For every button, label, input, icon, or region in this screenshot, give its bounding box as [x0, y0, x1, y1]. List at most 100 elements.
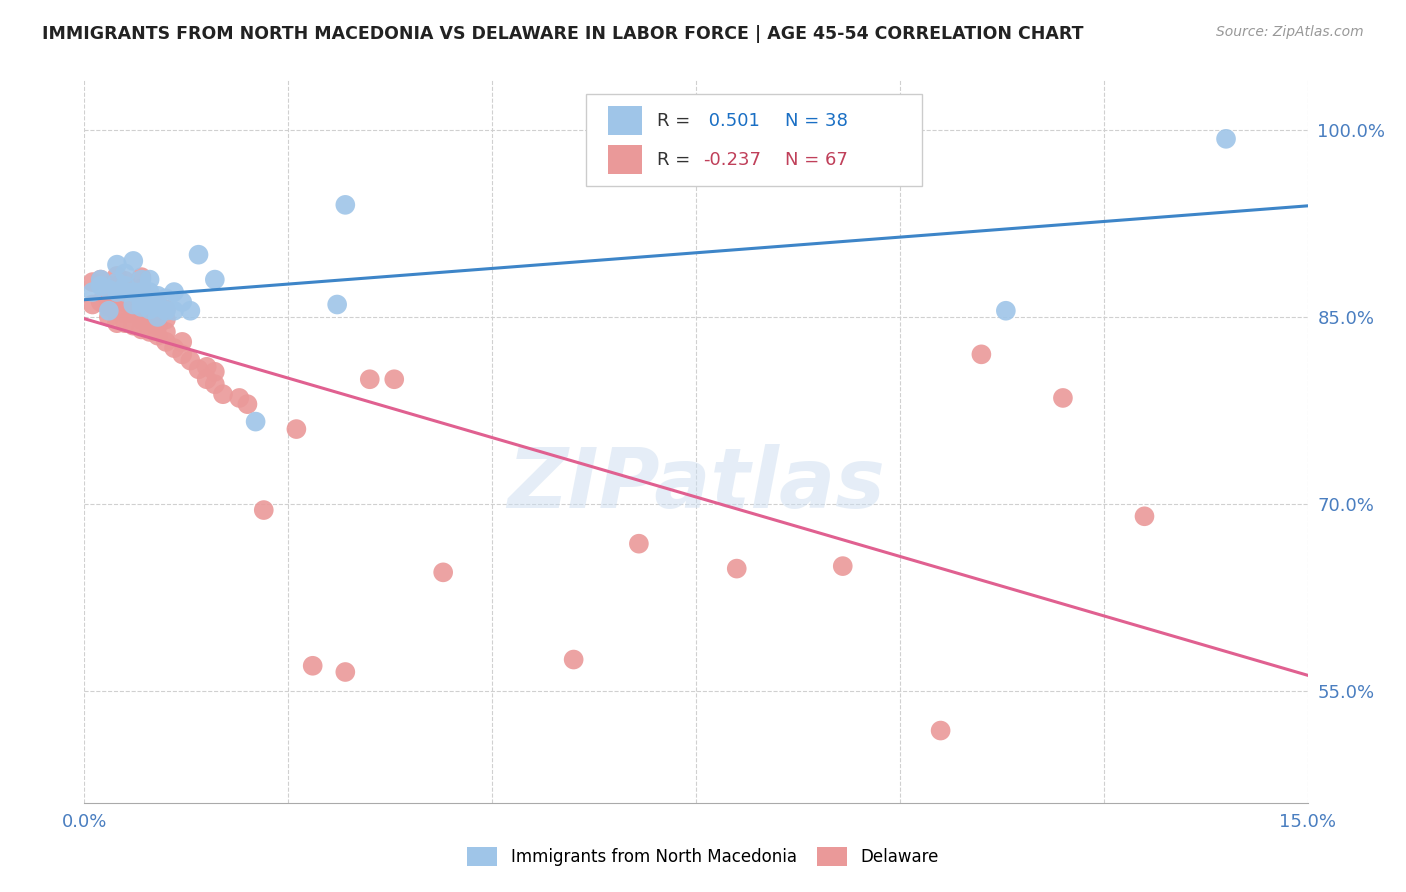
Point — [163, 285, 186, 299]
Point — [301, 658, 323, 673]
Point — [131, 322, 153, 336]
Point — [90, 295, 112, 310]
Point — [1052, 391, 1074, 405]
FancyBboxPatch shape — [586, 94, 922, 186]
Point — [179, 353, 201, 368]
Point — [146, 300, 169, 314]
Point — [97, 310, 120, 324]
Point — [382, 372, 405, 386]
Point — [90, 278, 112, 293]
Point — [1133, 509, 1156, 524]
Point — [163, 341, 186, 355]
Point — [929, 723, 952, 738]
Text: -0.237: -0.237 — [703, 151, 761, 169]
Point — [1215, 132, 1237, 146]
Text: N = 67: N = 67 — [786, 151, 848, 169]
Point — [114, 316, 136, 330]
Point — [195, 359, 218, 374]
Text: R =: R = — [657, 151, 696, 169]
Point — [105, 285, 128, 299]
Point — [97, 290, 120, 304]
Point — [146, 308, 169, 322]
Point — [172, 347, 194, 361]
Point — [131, 270, 153, 285]
Point — [994, 303, 1017, 318]
Point — [562, 652, 585, 666]
Point — [228, 391, 250, 405]
Point — [187, 362, 209, 376]
Point — [146, 310, 169, 324]
Text: N = 38: N = 38 — [786, 112, 848, 129]
Point — [179, 303, 201, 318]
Point — [131, 285, 153, 299]
Point — [335, 198, 357, 212]
Point — [172, 334, 194, 349]
Text: IMMIGRANTS FROM NORTH MACEDONIA VS DELAWARE IN LABOR FORCE | AGE 45-54 CORRELATI: IMMIGRANTS FROM NORTH MACEDONIA VS DELAW… — [42, 25, 1084, 43]
Point — [105, 316, 128, 330]
Point — [90, 272, 112, 286]
Point — [146, 328, 169, 343]
Point — [138, 303, 160, 318]
Point — [326, 297, 349, 311]
Point — [138, 302, 160, 317]
Point — [105, 258, 128, 272]
Point — [187, 248, 209, 262]
Point — [155, 291, 177, 305]
Point — [432, 566, 454, 580]
Point — [114, 306, 136, 320]
Point — [114, 274, 136, 288]
Text: 0.501: 0.501 — [703, 112, 761, 129]
Point — [204, 377, 226, 392]
Point — [122, 285, 145, 299]
Point — [122, 295, 145, 310]
Point — [172, 295, 194, 310]
Point — [114, 266, 136, 280]
Point — [138, 285, 160, 299]
Point — [131, 281, 153, 295]
Point — [155, 334, 177, 349]
Point — [105, 278, 128, 293]
Point — [105, 275, 128, 289]
FancyBboxPatch shape — [607, 145, 643, 174]
Point — [138, 314, 160, 328]
Legend: Immigrants from North Macedonia, Delaware: Immigrants from North Macedonia, Delawar… — [460, 838, 946, 875]
Point — [236, 397, 259, 411]
Point — [131, 312, 153, 326]
Point — [114, 278, 136, 293]
Point — [122, 306, 145, 320]
Point — [97, 303, 120, 318]
Text: ZIPatlas: ZIPatlas — [508, 444, 884, 525]
Point — [122, 297, 145, 311]
Point — [204, 365, 226, 379]
FancyBboxPatch shape — [607, 106, 643, 135]
Point — [138, 293, 160, 307]
Point — [138, 325, 160, 339]
Point — [285, 422, 308, 436]
Point — [138, 295, 160, 310]
Point — [627, 537, 650, 551]
Point — [253, 503, 276, 517]
Point — [725, 561, 748, 575]
Point — [90, 272, 112, 286]
Point — [105, 291, 128, 305]
Point — [131, 295, 153, 310]
Point — [82, 275, 104, 289]
Point — [114, 285, 136, 299]
Point — [131, 300, 153, 314]
Point — [146, 289, 169, 303]
Point — [97, 300, 120, 314]
Point — [155, 325, 177, 339]
Text: Source: ZipAtlas.com: Source: ZipAtlas.com — [1216, 25, 1364, 39]
Point — [114, 295, 136, 310]
Point — [131, 272, 153, 286]
Point — [122, 318, 145, 333]
Point — [195, 372, 218, 386]
Point — [97, 283, 120, 297]
Point — [114, 285, 136, 299]
Point — [245, 415, 267, 429]
Point — [359, 372, 381, 386]
Point — [122, 254, 145, 268]
Point — [105, 303, 128, 318]
Point — [163, 303, 186, 318]
Point — [82, 285, 104, 299]
